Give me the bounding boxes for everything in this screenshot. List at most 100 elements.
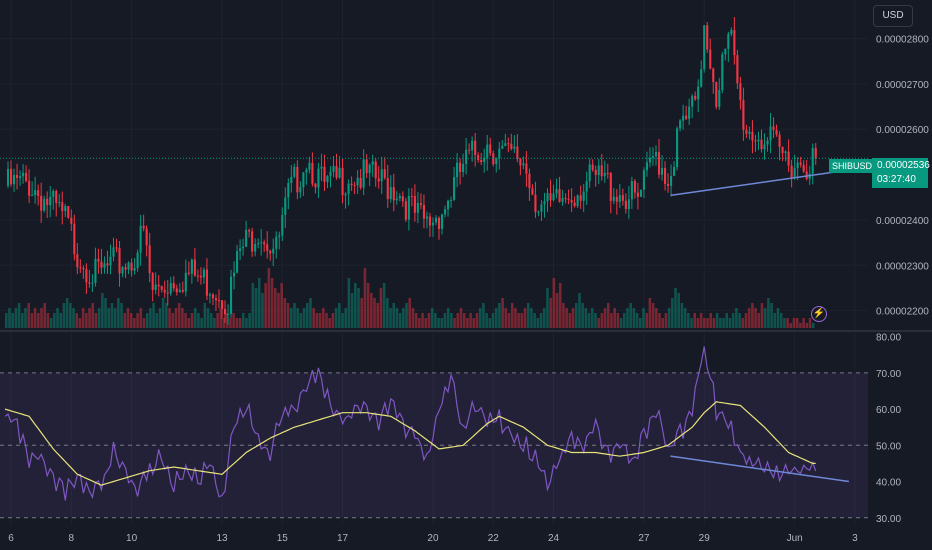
volume-bar (357, 288, 360, 328)
volume-bar (59, 313, 62, 328)
candle-body (754, 140, 757, 142)
candle-body (401, 196, 404, 202)
candle-body (513, 146, 516, 149)
candle-body (546, 193, 549, 202)
candle-body (145, 228, 148, 246)
volume-bar (427, 313, 431, 328)
volume-bar (747, 308, 751, 328)
lightning-icon[interactable]: ⚡ (811, 306, 827, 322)
time-axis[interactable]: 6 8 10 13 15 17 20 22 24 27 29 Jun 3 (8, 533, 858, 544)
candle-body (229, 276, 233, 314)
candle-body (368, 164, 371, 174)
price-axis[interactable]: 0.00002800 0.00002700 0.00002600 0.00002400… (876, 35, 929, 318)
candle-body (332, 165, 335, 172)
candle-body (413, 196, 416, 213)
volume-bar (594, 313, 597, 328)
volume-bar (14, 308, 18, 328)
candle-body (139, 225, 142, 253)
volume-bar (584, 308, 588, 328)
rsi-moving-average-line (4, 401, 816, 486)
volume-bar (811, 323, 815, 328)
volume-bar (482, 303, 485, 328)
candle-body (52, 191, 55, 197)
volume-bar (354, 283, 357, 328)
volume-bar (251, 283, 255, 328)
volume-bar (610, 313, 613, 328)
candle-body (239, 248, 242, 251)
candle-body (407, 195, 410, 220)
volume-bar (97, 308, 101, 328)
candle-body (46, 198, 49, 206)
rsi-trendline[interactable] (670, 455, 849, 483)
candle-body (465, 149, 468, 165)
volume-bar (181, 308, 184, 328)
time-tick-label: 13 (216, 533, 228, 544)
volume-bar (514, 308, 517, 328)
rsi-tick-label: 40.00 (876, 478, 901, 489)
volume-bar (542, 308, 546, 328)
last-price-label: 0.00002536 03:27:40 (872, 158, 930, 188)
candle-body (630, 181, 633, 200)
candle-body (733, 30, 736, 56)
volume-bar (254, 288, 258, 328)
candle-body (531, 188, 534, 195)
volume-bar (523, 308, 527, 328)
candle-body (516, 146, 519, 160)
volume-bar (190, 313, 194, 328)
candle-body (31, 195, 34, 197)
volume-bar (40, 308, 43, 328)
candle-body (814, 147, 817, 159)
volume-bar (805, 323, 809, 328)
candle-body (142, 225, 145, 229)
candle-body (778, 134, 781, 147)
candle-body (648, 157, 652, 163)
candle-body (386, 178, 389, 200)
volume-bar (315, 313, 319, 328)
candle-body (775, 129, 778, 135)
volume-bar (706, 318, 709, 328)
candle-body (606, 172, 609, 174)
volume-bar (27, 303, 30, 328)
candle-body (703, 25, 706, 70)
price-trendline[interactable] (670, 169, 849, 197)
candle-body (311, 162, 314, 184)
candle-body (654, 152, 658, 157)
volume-bar (75, 313, 79, 328)
candle-body (570, 200, 573, 203)
candle-body (715, 82, 718, 107)
volume-bar (296, 308, 299, 328)
volume-bar (491, 313, 495, 328)
volume-bar (78, 318, 82, 328)
volume-bar (158, 308, 162, 328)
volume-bar (366, 283, 370, 328)
volume-bar (293, 303, 296, 328)
volume-bar (498, 303, 501, 328)
volume-bar (267, 268, 271, 328)
candle-body (437, 217, 441, 229)
volume-bar (616, 313, 620, 328)
candle-body (148, 245, 151, 274)
candle-body (395, 198, 398, 201)
volume-bar (382, 283, 386, 328)
candle-body (49, 196, 52, 206)
candle-body (676, 128, 679, 168)
candle-body (522, 163, 525, 166)
rsi-axis[interactable]: 80.00 70.00 60.00 50.00 40.00 30.00 (876, 333, 901, 525)
volume-bar (735, 308, 738, 328)
volume-bar (184, 313, 187, 328)
volume-bar (62, 303, 66, 328)
currency-button[interactable]: USD (873, 5, 913, 27)
candle-body (308, 162, 311, 170)
candle-body (670, 175, 673, 186)
volume-bar (581, 303, 584, 328)
candle-body (724, 48, 727, 55)
candle-body (552, 193, 555, 201)
volume-bar (655, 308, 658, 328)
candle-body (43, 198, 46, 211)
volume-bar (273, 288, 277, 328)
candle-body (299, 187, 302, 193)
volume-bar (24, 308, 27, 328)
volume-bar (370, 293, 373, 328)
volume-bar (5, 313, 8, 328)
